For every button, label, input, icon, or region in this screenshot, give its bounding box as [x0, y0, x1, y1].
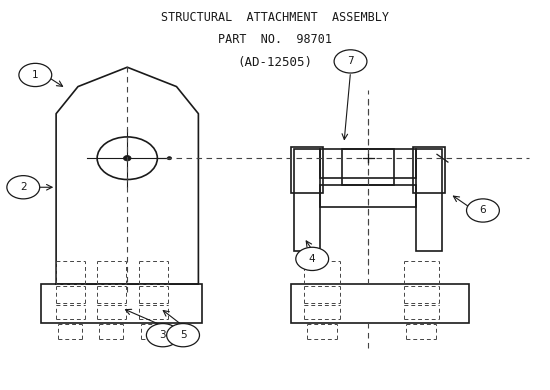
Bar: [414, 147, 445, 193]
Circle shape: [146, 324, 179, 347]
Circle shape: [167, 157, 172, 160]
Circle shape: [466, 199, 499, 222]
Circle shape: [296, 247, 329, 271]
Text: 2: 2: [20, 182, 26, 192]
Bar: [321, 149, 416, 177]
Bar: [292, 284, 469, 323]
Text: 5: 5: [180, 330, 186, 340]
Circle shape: [167, 324, 200, 347]
Bar: [292, 147, 323, 193]
Text: PART  NO.  98701: PART NO. 98701: [218, 33, 332, 46]
Text: STRUCTURAL  ATTACHMENT  ASSEMBLY: STRUCTURAL ATTACHMENT ASSEMBLY: [161, 11, 389, 24]
Text: 4: 4: [309, 254, 316, 264]
Bar: [41, 284, 202, 323]
Text: 3: 3: [160, 330, 166, 340]
Text: 6: 6: [480, 206, 486, 216]
Circle shape: [123, 156, 131, 161]
Bar: [321, 185, 416, 207]
Text: 7: 7: [347, 57, 354, 66]
Bar: [342, 149, 394, 185]
Circle shape: [334, 50, 367, 73]
Bar: [416, 149, 442, 251]
Circle shape: [19, 63, 52, 87]
Text: 1: 1: [32, 70, 39, 80]
Text: (AD-12505): (AD-12505): [238, 56, 312, 69]
Circle shape: [7, 176, 40, 199]
Bar: [294, 149, 321, 251]
